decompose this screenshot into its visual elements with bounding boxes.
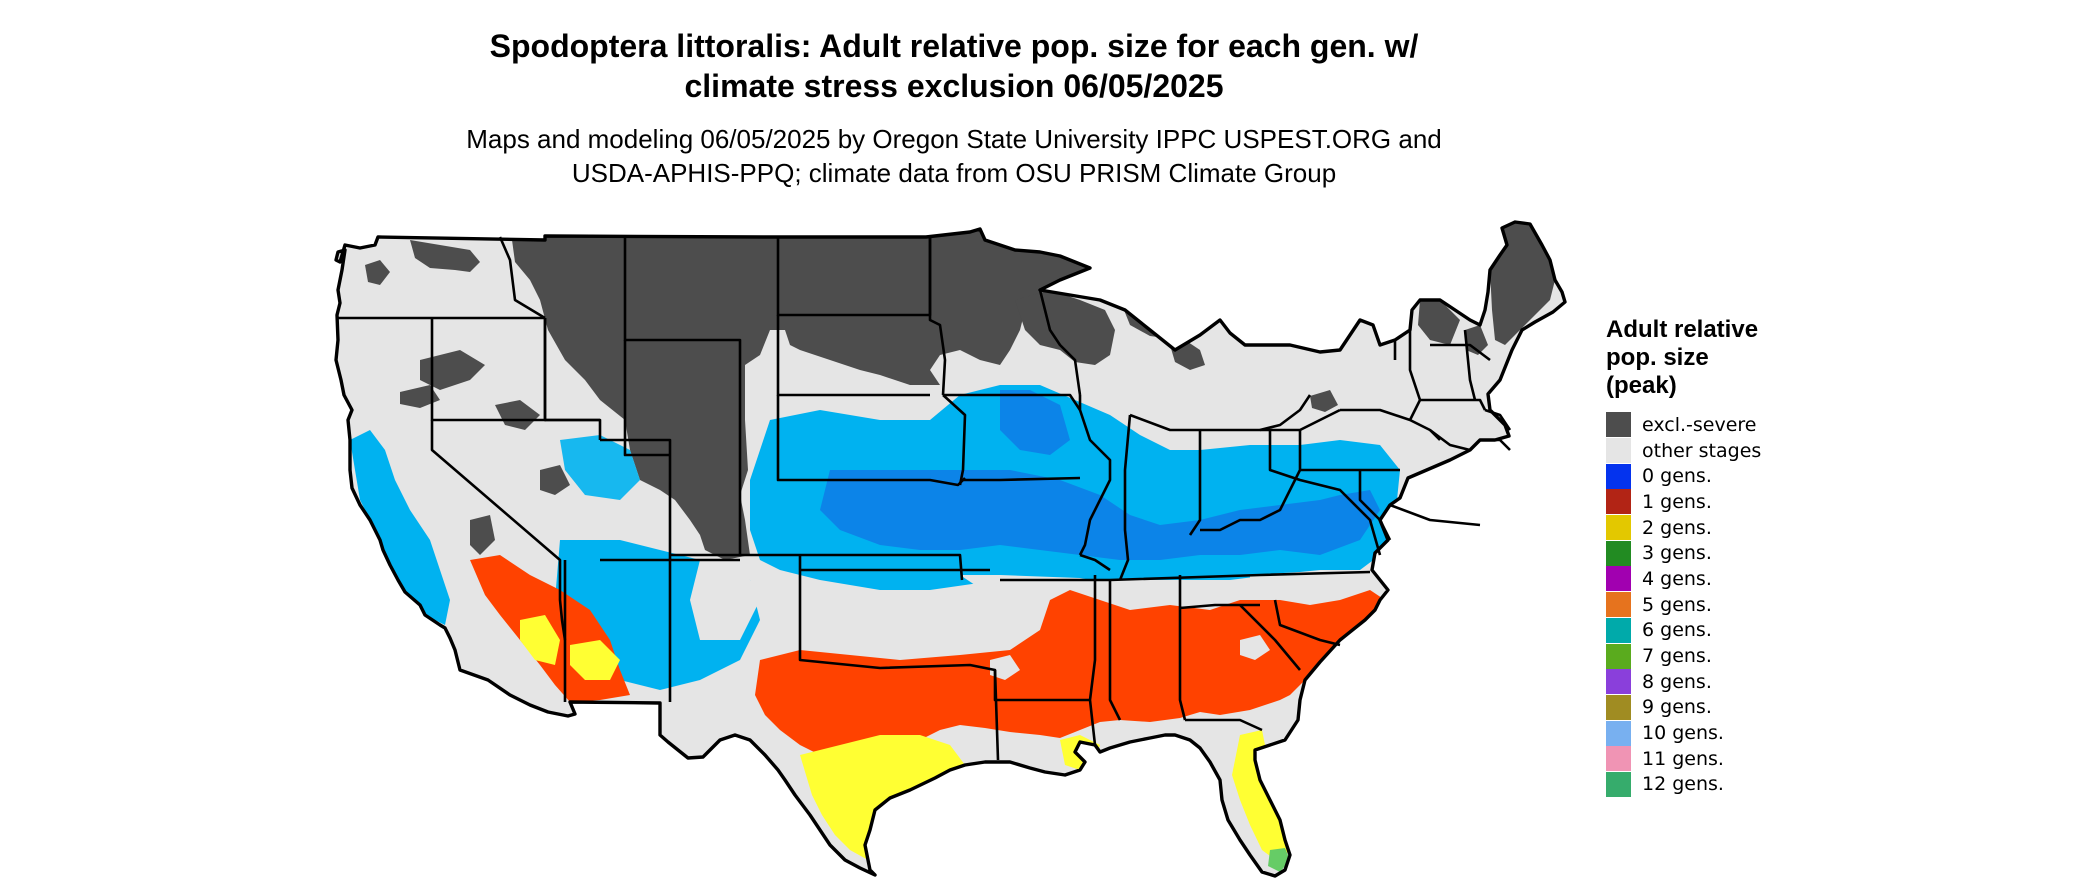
legend-label: 3 gens. (1642, 542, 1712, 565)
legend-item: 1 gens. (1606, 489, 1806, 515)
legend-item: 7 gens. (1606, 643, 1806, 669)
legend-swatch (1606, 489, 1631, 515)
legend-swatch (1606, 463, 1631, 489)
legend-swatch (1606, 617, 1631, 643)
legend-item: 6 gens. (1606, 617, 1806, 644)
legend-label: 8 gens. (1642, 670, 1712, 693)
legend-label: 5 gens. (1642, 593, 1712, 616)
legend-item: 2 gens. (1606, 515, 1806, 541)
legend-swatch (1606, 746, 1631, 772)
legend-swatch (1606, 643, 1631, 669)
legend-swatch (1606, 540, 1631, 566)
legend-swatch (1606, 412, 1631, 438)
legend-title: Adult relative pop. size (peak) (1606, 316, 1806, 400)
legend-label: 10 gens. (1642, 722, 1724, 745)
legend-title-line-3: (peak) (1606, 372, 1677, 399)
legend-item: 3 gens. (1606, 540, 1806, 566)
legend-item: 12 gens. (1606, 771, 1806, 798)
legend-swatch (1606, 592, 1631, 618)
legend-label: 6 gens. (1642, 619, 1712, 642)
legend-title-line-1: Adult relative (1606, 316, 1759, 343)
legend-label: 11 gens. (1642, 747, 1724, 770)
map-title-line-1: Spodoptera littoralis: Adult relative po… (489, 28, 1419, 64)
legend-label: 4 gens. (1642, 567, 1712, 590)
legend-item: 5 gens. (1606, 592, 1806, 618)
legend-label: 9 gens. (1642, 696, 1712, 719)
legend-swatch (1606, 720, 1631, 746)
legend-swatch (1606, 669, 1631, 695)
legend-item: excl.-severe (1606, 412, 1806, 438)
map-title: Spodoptera littoralis: Adult relative po… (0, 26, 1908, 106)
legend-item: 8 gens. (1606, 669, 1806, 695)
legend-swatch (1606, 515, 1631, 541)
map-title-line-2: climate stress exclusion 06/05/2025 (684, 68, 1224, 104)
legend-label: 12 gens. (1642, 773, 1724, 796)
legend-label: 7 gens. (1642, 645, 1712, 668)
legend-label: excl.-severe (1642, 413, 1757, 436)
legend-item: 11 gens. (1606, 746, 1806, 772)
map-subtitle-line-1: Maps and modeling 06/05/2025 by Oregon S… (466, 124, 1442, 154)
legend-swatch (1606, 694, 1631, 720)
legend-label: other stages (1642, 439, 1762, 462)
legend-item: 9 gens. (1606, 694, 1806, 721)
map-legend: Adult relative pop. size (peak) excl.-se… (1606, 316, 1806, 797)
legend-title-line-2: pop. size (1606, 344, 1709, 371)
map-subtitle: Maps and modeling 06/05/2025 by Oregon S… (0, 122, 1908, 190)
legend-items: excl.-severe other stages 0 gens. 1 gens. 2 … (1606, 412, 1806, 797)
legend-item: 10 gens. (1606, 720, 1806, 746)
legend-swatch (1606, 438, 1631, 464)
legend-label: 0 gens. (1642, 465, 1712, 488)
legend-item: 4 gens. (1606, 566, 1806, 592)
legend-item: 0 gens. (1606, 463, 1806, 489)
legend-item: other stages (1606, 438, 1806, 464)
legend-swatch (1606, 771, 1631, 797)
legend-swatch (1606, 566, 1631, 592)
map-subtitle-line-2: USDA-APHIS-PPQ; climate data from OSU PR… (571, 158, 1337, 188)
legend-label: 1 gens. (1642, 490, 1712, 513)
legend-label: 2 gens. (1642, 516, 1712, 539)
